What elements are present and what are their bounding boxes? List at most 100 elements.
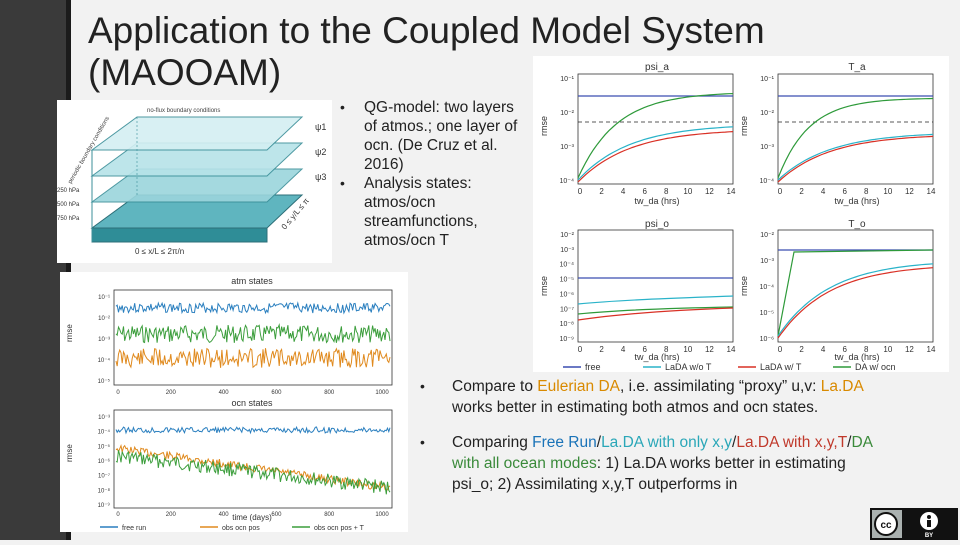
x-tick-label: 14 <box>727 345 736 354</box>
panel-title-t-o: T_o <box>848 219 866 230</box>
panel-axes <box>577 229 734 343</box>
x-tick-label: 200 <box>166 390 177 396</box>
x-tick-label: 0 <box>778 187 783 196</box>
bullet-list-bottom: • Compare to Eulerian DA, i.e. assimilat… <box>420 376 890 509</box>
series-da-ocn-line <box>577 306 734 315</box>
panel-ylabel: rmse <box>539 116 549 136</box>
y-tick-label: 10⁻⁶ <box>760 336 774 343</box>
y-tick-label: 10⁻³ <box>98 337 110 343</box>
x-tick-label: 10 <box>883 345 892 354</box>
x-tick-label: 6 <box>642 187 647 196</box>
text-run: / <box>847 434 852 451</box>
x-tick-label: 4 <box>621 187 626 196</box>
states-figure: atm states rmse 10⁻¹ 10⁻² 10⁻³ 10⁻⁴ 10⁻⁵ 0 20… <box>60 272 408 532</box>
x-tick-label: 400 <box>219 390 230 396</box>
x-tick-label: 600 <box>271 390 282 396</box>
y-tick-label: 10⁻³ <box>560 247 574 254</box>
ocn-ylabel: rmse <box>65 444 74 462</box>
diagram-level-250: 250 hPa <box>57 188 80 194</box>
text-run: / <box>596 434 602 451</box>
x-tick-label: 10 <box>883 187 892 196</box>
legend-lada-w-t: LaDA w/ T <box>760 362 802 372</box>
y-tick-label: 10⁻⁵ <box>760 310 774 317</box>
x-tick-label: 1000 <box>375 390 389 396</box>
series-lada-wo-t-line <box>577 295 734 305</box>
atm-axes <box>113 289 393 386</box>
bullet-text: Analysis states: atmos/ocn streamfunctio… <box>364 175 478 249</box>
atm-obs-pos-t-line <box>115 323 391 344</box>
x-tick-label: 12 <box>905 187 914 196</box>
legend-obs-pos: obs ocn pos <box>222 525 260 532</box>
y-tick-label: 10⁻⁸ <box>560 321 574 328</box>
cc-text: cc <box>880 520 892 531</box>
panel-title-psi-o: psi_o <box>645 219 669 230</box>
diagram-label-noflux: no-flux boundary conditions <box>147 108 220 114</box>
panel-title-t-a: T_a <box>848 62 866 73</box>
diagram-psi3: ψ3 <box>315 172 326 182</box>
panel-xlabel: tw_da (hrs) <box>634 352 679 362</box>
y-tick-label: 10⁻⁴ <box>98 429 111 436</box>
x-tick-label: 8 <box>864 187 869 196</box>
left-accent-bar <box>0 0 66 540</box>
bullet-text: Comparing Free Run/La.DA with only x,y/L… <box>452 432 890 495</box>
atm-free-run-line <box>115 301 391 315</box>
by-text: BY <box>925 533 933 539</box>
panel-psi-a: 10⁻¹ 10⁻² 10⁻³ 10⁻⁴0 2 4 6 8 10 12 14 <box>560 73 736 196</box>
bullet-text: QG-model: two layers of atmos.; one laye… <box>364 99 518 173</box>
x-tick-label: 14 <box>727 187 736 196</box>
y-tick-label: 10⁻³ <box>560 144 574 151</box>
y-tick-label: 10⁻³ <box>760 144 774 151</box>
bullet-item: • Comparing Free Run/La.DA with only x,y… <box>420 432 890 495</box>
legend-da-ocn: DA w/ ocn <box>855 362 896 372</box>
x-tick-label: 800 <box>324 512 335 518</box>
y-tick-label: 10⁻² <box>560 110 574 117</box>
panel-axes <box>777 229 934 343</box>
y-tick-label: 10⁻⁹ <box>98 502 111 509</box>
panel-psi-o: 10⁻² 10⁻³ 10⁻⁴ 10⁻⁵ 10⁻⁶ 10⁻⁷ 10⁻⁸ 10⁻⁹ 0 2 4 6 8 10 1… <box>560 229 736 354</box>
text-run: Comparing <box>452 434 533 451</box>
x-tick-label: 0 <box>578 187 583 196</box>
diagram-psi2: ψ2 <box>315 147 326 157</box>
panel-t-o: 10⁻² 10⁻³ 10⁻⁴ 10⁻⁵ 10⁻⁶ 0 2 4 6 8 10 12 14 <box>760 229 936 354</box>
x-tick-label: 0 <box>578 345 583 354</box>
slide-title: Application to the Coupled Model System … <box>88 10 765 93</box>
series-lada-wo-t-line <box>777 133 934 181</box>
x-tick-label: 12 <box>705 187 714 196</box>
legend-free: free run <box>122 525 146 532</box>
x-tick-label: 0 <box>778 345 783 354</box>
panel-t-a: 10⁻¹ 10⁻² 10⁻³ 10⁻⁴0 2 4 6 8 10 12 14 <box>760 73 936 196</box>
y-tick-label: 10⁻⁵ <box>98 378 111 385</box>
panel-ylabel: rmse <box>739 116 749 136</box>
panel-title-psi-a: psi_a <box>645 62 669 73</box>
x-tick-label: 12 <box>905 345 914 354</box>
y-tick-label: 10⁻⁴ <box>760 178 775 185</box>
x-tick-label: 2 <box>799 187 804 196</box>
bullet-list-top: • QG-model: two layers of atmos.; one la… <box>340 98 530 250</box>
y-tick-label: 10⁻² <box>760 232 774 239</box>
x-tick-label: 6 <box>642 345 647 354</box>
x-tick-label: 1000 <box>375 512 389 518</box>
ocn-free-run-line <box>115 425 391 435</box>
panel-ylabel: rmse <box>539 276 549 296</box>
panel-xlabel: tw_da (hrs) <box>834 196 879 206</box>
y-tick-label: 10⁻⁴ <box>560 178 575 185</box>
x-tick-label: 8 <box>864 345 869 354</box>
x-tick-label: 2 <box>599 345 604 354</box>
x-tick-label: 800 <box>324 390 335 396</box>
y-tick-label: 10⁻⁶ <box>560 291 574 298</box>
ocn-obs-pos-t-line <box>115 450 391 495</box>
y-tick-label: 10⁻² <box>98 316 110 322</box>
text-run: / <box>732 434 737 451</box>
series-lada-w-t-line <box>777 267 934 339</box>
text-run-da-ocean: DA with all ocean modes <box>452 434 873 472</box>
x-tick-label: 0 <box>116 390 120 396</box>
y-tick-label: 10⁻¹ <box>98 295 110 301</box>
series-da-ocn-line <box>777 97 934 179</box>
series-da-ocn-line <box>577 93 734 179</box>
x-tick-label: 8 <box>664 187 669 196</box>
bullet-item: • QG-model: two layers of atmos.; one la… <box>340 98 530 174</box>
left-accent-stripe <box>66 0 71 540</box>
y-tick-label: 10⁻⁸ <box>98 487 111 494</box>
panel-ylabel: rmse <box>739 276 749 296</box>
x-tick-label: 0 <box>116 512 120 518</box>
